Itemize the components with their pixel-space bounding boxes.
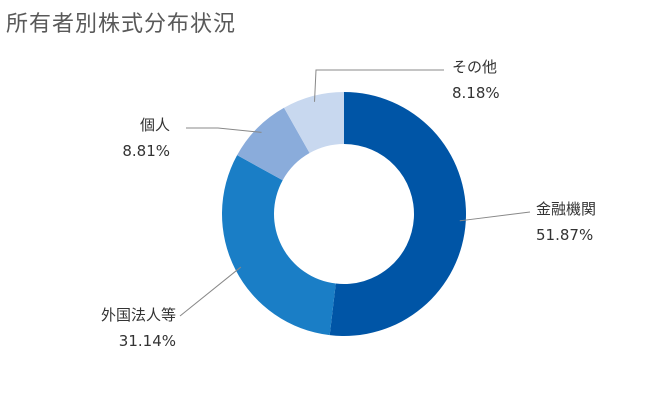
labels-layer: 金融機関 51.87% 外国法人等 31.14% 個人 8.81% その他 8.18%: [101, 58, 596, 350]
donut-slice-2: [221, 155, 336, 336]
donut-slice-3: [237, 107, 310, 181]
leader-line-3: [186, 127, 262, 133]
slice-value-4: 8.18%: [452, 84, 500, 102]
leader-line-2: [179, 266, 242, 317]
donut-slice-1: [329, 92, 467, 336]
donut-slice-4: [284, 92, 344, 154]
slices-layer: [221, 92, 467, 336]
slice-value-1: 51.87%: [536, 226, 593, 244]
slice-value-2: 31.14%: [119, 332, 176, 350]
slice-label-3: 個人: [140, 116, 170, 134]
chart-title: 所有者別株式分布状況: [6, 12, 237, 37]
slice-label-1: 金融機関: [536, 200, 596, 218]
leader-line-1: [459, 211, 531, 222]
slice-label-4: その他: [452, 58, 497, 76]
leader-line-4: [314, 69, 444, 102]
slice-label-2: 外国法人等: [101, 306, 176, 324]
slice-value-3: 8.81%: [122, 142, 170, 160]
